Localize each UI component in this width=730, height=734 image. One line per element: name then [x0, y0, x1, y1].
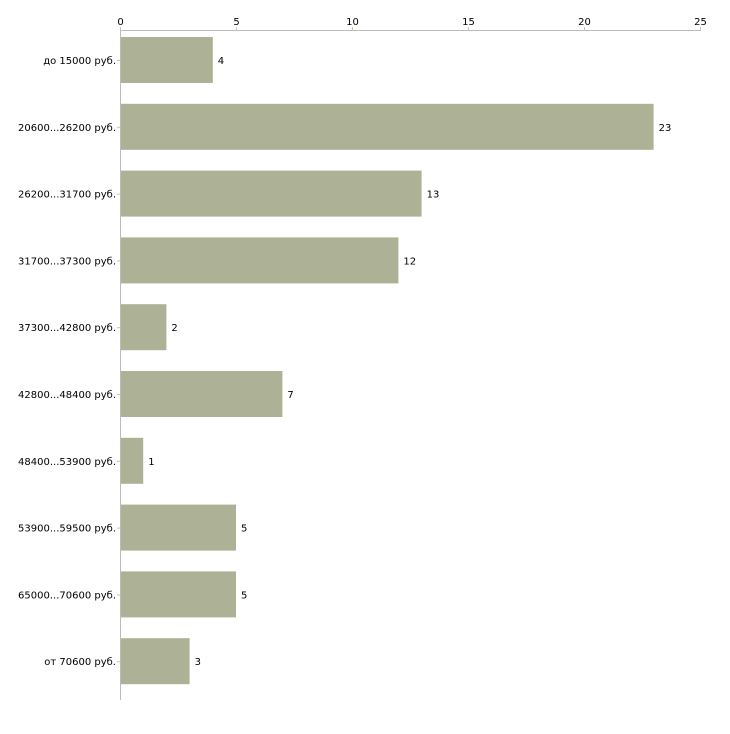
category-label: 37300...42800 руб. [18, 323, 116, 334]
category-label: до 15000 руб. [43, 56, 116, 67]
bar [121, 571, 236, 618]
bar-value-label: 5 [241, 590, 247, 601]
category-label: 48400...53900 руб. [18, 457, 116, 468]
bar [121, 371, 283, 417]
bar [121, 304, 167, 351]
category-label: 31700...37300 руб. [18, 256, 116, 267]
bar [121, 237, 399, 284]
bar-value-label: 7 [287, 390, 293, 401]
bar [121, 37, 213, 83]
x-tick-label: 25 [694, 17, 707, 28]
bar [121, 170, 422, 217]
bar [121, 504, 236, 551]
x-tick-label: 10 [346, 17, 359, 28]
category-label: 65000...70600 руб. [18, 590, 116, 601]
bar-value-label: 4 [218, 56, 224, 67]
x-tick-label: 0 [117, 17, 123, 28]
category-label: 20600...26200 руб. [18, 123, 116, 134]
category-label: 42800...48400 руб. [18, 390, 116, 401]
bar-value-label: 3 [195, 657, 201, 668]
bar-value-label: 5 [241, 524, 247, 535]
bar [121, 437, 144, 484]
x-tick-label: 15 [462, 17, 475, 28]
category-label: 53900...59500 руб. [18, 524, 116, 535]
bar-value-label: 2 [171, 323, 177, 334]
bar-value-label: 13 [427, 190, 440, 201]
bar-value-label: 23 [659, 123, 672, 134]
bar-value-label: 1 [148, 457, 154, 468]
bar [121, 638, 190, 685]
x-tick-label: 5 [233, 17, 239, 28]
category-label: от 70600 руб. [44, 657, 116, 668]
x-tick-label: 20 [578, 17, 591, 28]
bar [121, 103, 654, 150]
category-label: 26200...31700 руб. [18, 190, 116, 201]
bar-value-label: 12 [403, 256, 416, 267]
